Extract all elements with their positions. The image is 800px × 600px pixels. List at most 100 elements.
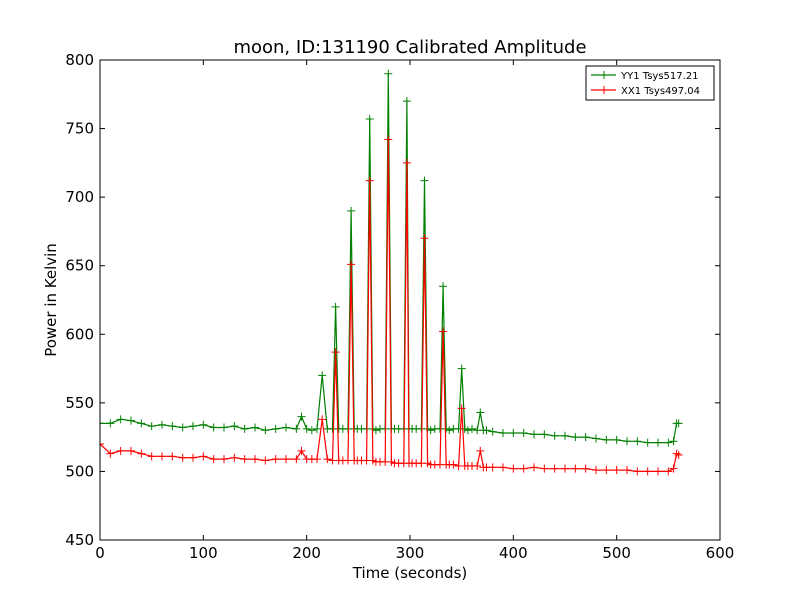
data-point <box>240 424 249 433</box>
data-point <box>127 416 135 425</box>
data-point <box>488 427 497 436</box>
x-tick-label: 600 <box>706 544 735 562</box>
series-yy1 <box>100 69 683 447</box>
data-point <box>530 463 538 472</box>
data-point <box>178 453 187 462</box>
legend-box <box>585 65 715 101</box>
data-point <box>106 419 115 428</box>
data-point <box>643 467 652 476</box>
data-point <box>371 426 380 435</box>
data-point <box>147 422 156 431</box>
data-point <box>323 455 332 464</box>
data-point <box>468 424 476 433</box>
data-point <box>561 431 569 440</box>
data-point <box>402 97 411 106</box>
data-point <box>669 437 678 446</box>
data-point <box>199 420 208 429</box>
data-point <box>292 455 301 464</box>
data-point <box>230 453 239 462</box>
y-tick-label: 650 <box>65 257 94 275</box>
data-point <box>643 438 652 447</box>
legend-entry: YY1 Tsys517.21 <box>591 71 699 82</box>
data-point <box>178 423 187 432</box>
data-point <box>473 461 482 470</box>
data-point <box>654 438 662 447</box>
data-point <box>220 455 228 464</box>
data-point <box>581 433 590 442</box>
data-point <box>251 455 259 464</box>
data-point <box>426 426 435 435</box>
y-tick-label: 800 <box>65 51 94 69</box>
data-point <box>561 464 569 473</box>
data-point <box>282 423 290 432</box>
y-axis-label: Power in Kelvin <box>42 243 60 357</box>
data-point <box>384 69 393 78</box>
data-point <box>674 419 683 428</box>
data-point <box>499 463 507 472</box>
data-point <box>137 419 146 428</box>
data-point <box>100 419 104 428</box>
data-point <box>137 449 146 458</box>
data-point <box>664 438 673 447</box>
data-point <box>612 466 621 475</box>
data-point <box>654 467 662 476</box>
data-point <box>420 234 429 243</box>
x-tick-label: 500 <box>602 544 631 562</box>
data-point <box>482 426 491 435</box>
data-point <box>499 429 507 438</box>
data-point <box>168 452 177 461</box>
data-point <box>331 302 340 311</box>
data-point <box>457 404 466 413</box>
data-point <box>365 114 374 123</box>
data-point <box>347 260 356 269</box>
data-point <box>230 422 239 431</box>
series-xx1 <box>100 135 683 476</box>
legend: YY1 Tsys517.21 XX1 Tsys497.04 <box>585 65 715 101</box>
data-point <box>384 135 393 144</box>
data-point <box>674 450 683 459</box>
data-point <box>240 455 249 464</box>
data-point <box>100 440 104 448</box>
series-group <box>100 69 683 476</box>
plot-area <box>100 69 683 476</box>
legend-label: XX1 Tsys497.04 <box>621 86 700 97</box>
data-point <box>313 424 321 433</box>
data-point <box>168 422 177 431</box>
data-point <box>199 452 208 461</box>
data-point <box>633 437 642 446</box>
data-point <box>669 464 678 473</box>
data-point <box>519 429 528 438</box>
y-tick-label: 450 <box>65 531 94 549</box>
x-tick-label: 300 <box>396 544 425 562</box>
data-point <box>463 426 472 435</box>
data-point <box>158 452 166 461</box>
x-tick-label: 0 <box>95 544 105 562</box>
data-point <box>449 460 458 469</box>
chart-title: moon, ID:131190 Calibrated Amplitude <box>233 37 586 58</box>
legend-entry: XX1 Tsys497.04 <box>591 86 700 97</box>
data-point <box>439 327 448 336</box>
data-point <box>602 435 611 444</box>
data-point <box>509 464 518 473</box>
data-point <box>302 424 311 433</box>
legend-label: YY1 Tsys517.21 <box>620 71 699 82</box>
data-point <box>550 431 559 440</box>
y-tick-label: 750 <box>65 120 94 138</box>
data-point <box>592 466 600 475</box>
data-point <box>251 423 259 432</box>
data-point <box>261 456 270 465</box>
data-point <box>307 426 316 435</box>
data-point <box>189 453 197 462</box>
data-point <box>581 464 590 473</box>
data-point <box>612 435 621 444</box>
data-point <box>439 282 448 291</box>
axis-ticks: 0 100 200 300 400 500 600 450 500 550 600 650 700 750… <box>65 51 734 562</box>
data-point <box>116 446 125 455</box>
x-tick-label: 100 <box>189 544 218 562</box>
data-point <box>271 424 280 433</box>
data-point <box>220 423 228 432</box>
data-point <box>282 455 290 464</box>
data-point <box>550 464 559 473</box>
data-point <box>530 430 538 439</box>
data-point <box>488 463 497 472</box>
